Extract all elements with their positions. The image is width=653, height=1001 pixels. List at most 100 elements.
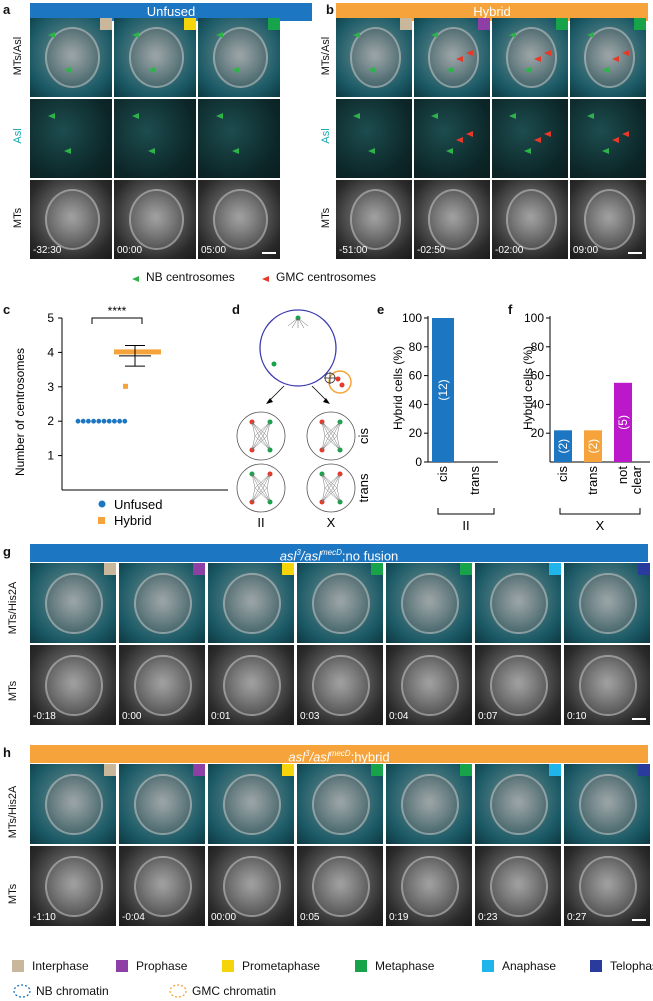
panel-label-b: b — [326, 2, 334, 17]
nb-centrosome-arrow-icon — [445, 147, 453, 154]
panel-e-category-label-line: cis — [435, 466, 450, 482]
gmc-centrosome-arrow-icon — [262, 276, 269, 282]
spindle-fiber — [251, 421, 268, 437]
panel-label-g: g — [3, 544, 11, 559]
panel-f-y-tick-label: 100 — [524, 311, 544, 325]
panel-c-point-hybrid — [126, 349, 132, 355]
a-phase-chip-1 — [100, 18, 112, 30]
panel-f-category-label-line: not — [615, 466, 630, 484]
gmc-centrosome-arrow-icon — [543, 130, 551, 137]
b-scale-bar — [628, 252, 642, 254]
panel-c-point-unfused — [91, 418, 96, 424]
panel-d-x-label: X — [327, 515, 336, 530]
panel-label-e: e — [377, 302, 385, 317]
spindle-fiber — [328, 435, 341, 451]
spindle-fiber — [324, 473, 341, 489]
panel-g-banner-condition: ;no fusion — [341, 548, 399, 564]
nb-centrosome-arrow-icon — [148, 147, 156, 154]
h-image-r2-c7: 0:27 — [564, 846, 650, 926]
nb-centrosome-arrow-icon — [367, 66, 375, 73]
cell-outline — [134, 654, 192, 717]
panel-label-a: a — [3, 2, 11, 17]
h-image-r2-c4: 0:05 — [297, 846, 383, 926]
panel-f-y-tick-label: 80 — [531, 340, 545, 354]
gmc-outline — [328, 370, 352, 394]
spindle-fiber — [328, 473, 341, 489]
panel-f-bar-label: (5) — [616, 415, 630, 430]
nb-centrosome-arrow-icon — [232, 147, 240, 154]
spindle-fiber — [321, 435, 334, 451]
b-timestamp-1: -51:00 — [339, 245, 368, 256]
g-phase-chip-3 — [282, 563, 294, 575]
panel-f-bar-cis — [554, 430, 572, 462]
cell-outline — [45, 773, 103, 836]
panel-f-category-label: notclear — [615, 465, 644, 494]
panel-c-y-tick-label: 5 — [47, 311, 54, 325]
panel-c-point-hybrid — [123, 383, 128, 389]
panel-a-banner: Unfused — [30, 3, 312, 21]
h-timestamp-2: -0:04 — [122, 912, 145, 923]
spindle-fiber — [266, 421, 271, 437]
panel-e-y-tick-label: 80 — [409, 340, 423, 354]
spindle-fiber — [324, 487, 341, 503]
panel-c-y-tick-label: 1 — [47, 449, 54, 463]
mitotic-cell-outline — [306, 463, 356, 513]
panel-c-y-tick-label: 3 — [47, 380, 54, 394]
h-image-r2-c1: -1:10 — [30, 846, 116, 926]
h-timestamp-7: 0:27 — [567, 912, 587, 923]
phase-legend-metaphase: Metaphase — [375, 959, 435, 973]
h-image-r1-c2 — [119, 764, 205, 844]
b-image-r3-c1: -51:00 — [336, 180, 412, 259]
h-timestamp-6: 0:23 — [478, 912, 498, 923]
panel-c-y-tick-label: 4 — [47, 345, 54, 359]
gmc-centrosome-arrow-icon — [611, 136, 619, 143]
h-timestamp-4: 0:05 — [300, 912, 320, 923]
g-scale-bar — [632, 718, 646, 720]
legend-gmc-centrosomes: GMC centrosomes — [276, 270, 377, 284]
cell-outline — [401, 773, 459, 836]
g-phase-chip-1 — [104, 563, 116, 575]
a-image-r2-c3 — [198, 99, 280, 178]
nb-centrosome-arrow-icon — [352, 32, 360, 39]
cell-outline — [134, 855, 192, 918]
panel-d-ii-label: II — [257, 515, 264, 530]
h-scale-bar — [632, 919, 646, 921]
panel-e-bar-chart: Hybrid cells (%) 0 20 40 60 80 100 (12) cis tran… — [391, 311, 498, 533]
panel-b-row-label-2: Asl — [320, 128, 332, 144]
g-image-r2-c3: 0:01 — [208, 645, 294, 725]
g-image-r1-c1 — [30, 563, 116, 643]
b-image-r1-c4 — [570, 18, 646, 97]
spindle-fiber — [262, 487, 271, 503]
a-image-r1-c2 — [114, 18, 196, 97]
spindle-fiber — [251, 421, 256, 437]
panel-f-y-tick-label: 20 — [531, 426, 545, 440]
cell-outline — [134, 773, 192, 836]
mitotic-cell-outline — [236, 411, 286, 461]
panel-c-point-unfused — [106, 418, 112, 424]
panel-b-row-label-1: MTs/Asl — [320, 36, 332, 76]
b-timestamp-3: -02:00 — [495, 245, 524, 256]
spindle-fiber — [328, 487, 341, 503]
spindle-fiber — [251, 421, 264, 437]
cell-outline — [349, 189, 401, 251]
h-image-r2-c2: -0:04 — [119, 846, 205, 926]
nb-centrosome-arrow-icon — [586, 113, 594, 120]
spindle-fiber — [332, 435, 341, 451]
spindle-fiber — [321, 473, 334, 489]
panel-f-bar-not-clear — [614, 382, 632, 462]
h-phase-chip-7 — [638, 764, 650, 776]
spindle-fiber — [258, 421, 271, 437]
panel-g-row-label-1: MTs/His2A — [7, 581, 19, 635]
panel-c-point-unfused — [117, 418, 122, 424]
cell-outline — [223, 855, 281, 918]
gmc-centrosome-arrow-icon — [621, 49, 629, 56]
b-image-r3-c4: 09:00 — [570, 180, 646, 259]
g-image-r1-c6 — [475, 563, 561, 643]
panel-c-significance-bracket — [91, 317, 143, 324]
spindle-fiber — [258, 487, 271, 503]
h-image-r2-c5: 0:19 — [386, 846, 472, 926]
spindle-fiber — [324, 435, 341, 451]
nb-centrosome-arrow-icon — [586, 32, 594, 39]
b-image-r2-c1 — [336, 99, 412, 178]
panel-f-category-label: cis — [555, 466, 570, 482]
